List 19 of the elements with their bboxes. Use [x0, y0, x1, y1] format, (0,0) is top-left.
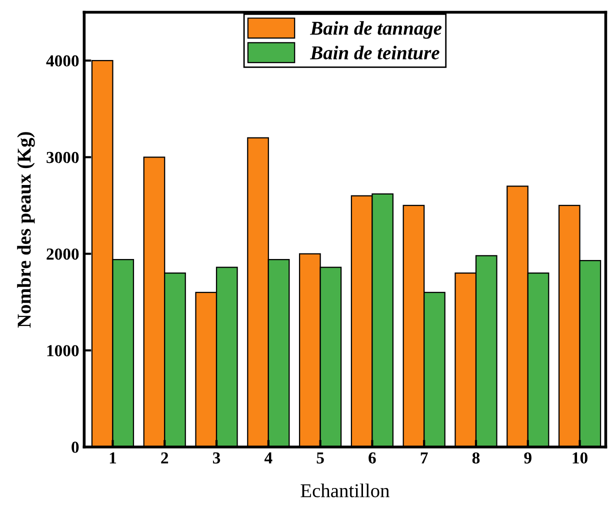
x-tick-label: 7 [420, 452, 428, 464]
y-tick-label: 4000 [46, 55, 79, 67]
y-tick-label: 0 [72, 442, 79, 453]
y-axis-title: Nombre des peaux (Kg) [17, 132, 35, 328]
x-tick-label: 5 [316, 452, 324, 464]
x-tick-label: 1 [110, 452, 116, 464]
y-tick-label: 1000 [47, 345, 79, 356]
y-tick-label: 3000 [46, 152, 79, 164]
legend-label: Bain de teinture [310, 46, 440, 60]
x-tick-label: 3 [212, 452, 220, 464]
y-tick-label: 2000 [46, 248, 79, 260]
legend-label: Bain de tannage [310, 21, 442, 39]
x-tick-label: 10 [572, 452, 588, 464]
x-tick-label: 4 [264, 452, 272, 464]
x-axis-title: Echantillon [300, 484, 390, 498]
x-tick-label: 8 [472, 452, 480, 464]
x-tick-label: 9 [524, 452, 532, 464]
x-tick-label: 2 [161, 452, 168, 464]
x-tick-label: 6 [368, 452, 376, 464]
